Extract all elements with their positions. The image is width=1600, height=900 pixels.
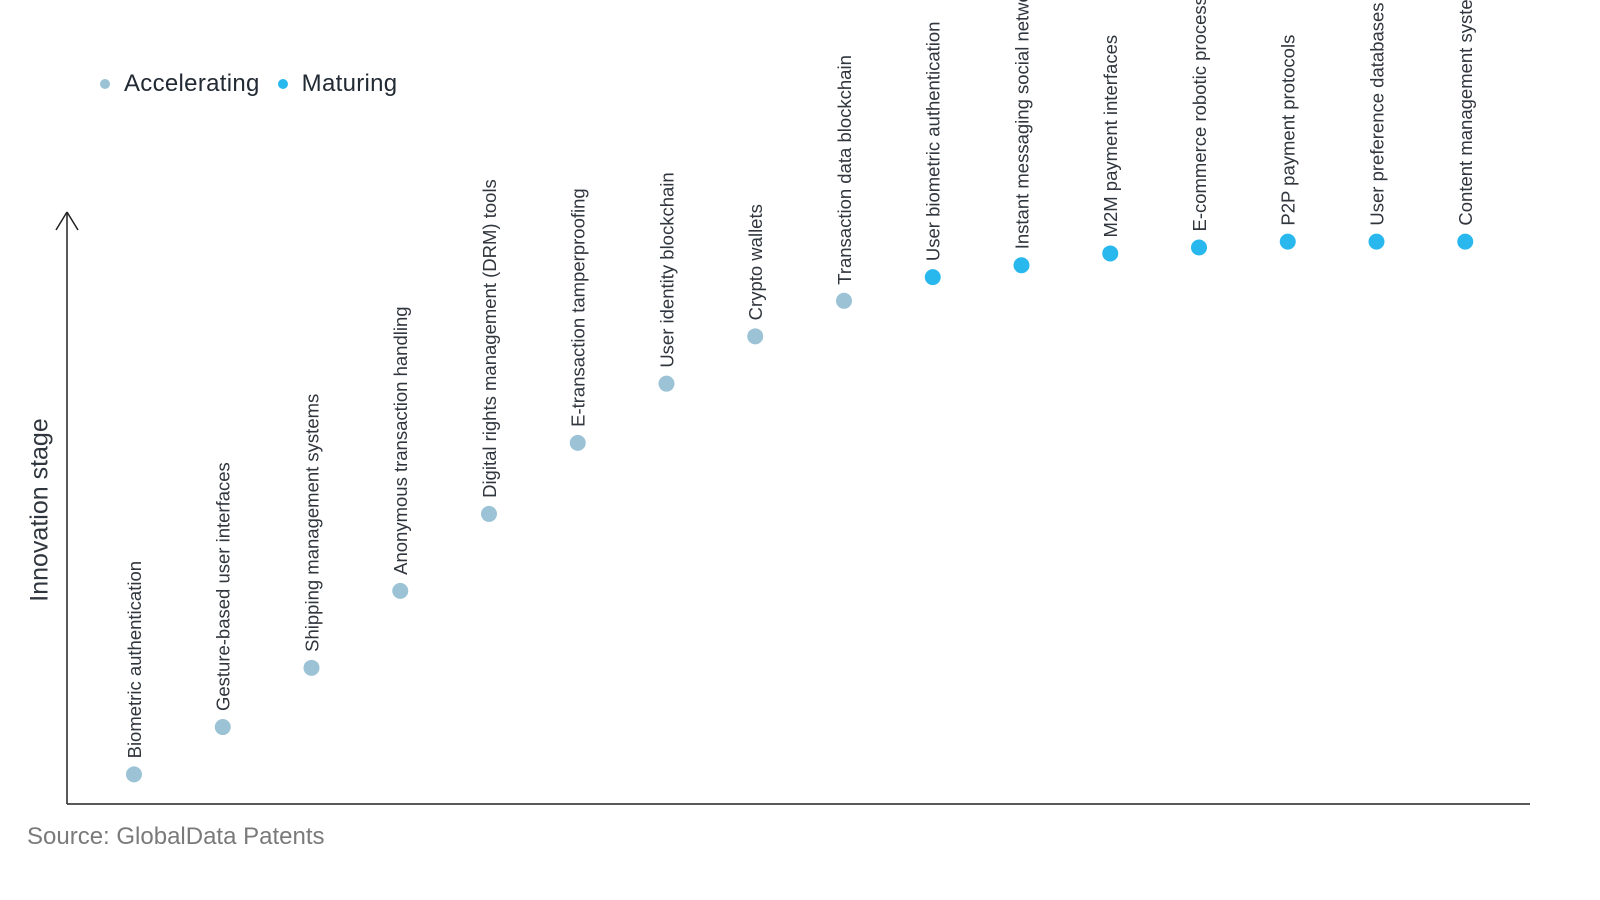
- point-label: User preference databases: [1367, 2, 1388, 225]
- data-point-accelerating: [126, 766, 142, 783]
- data-point-maturing: [1013, 257, 1030, 274]
- point-label: User biometric authentication: [923, 22, 944, 262]
- data-point-accelerating: [303, 659, 320, 676]
- maturing-dot-icon: [277, 79, 288, 89]
- data-point-maturing: [924, 269, 941, 286]
- point-label: Shipping management systems: [302, 394, 323, 652]
- data-point-accelerating: [392, 582, 409, 599]
- data-point-maturing: [1368, 233, 1385, 250]
- legend-label-accelerating: Accelerating: [124, 70, 260, 97]
- data-point-accelerating: [481, 505, 497, 522]
- point-label: Digital rights management (DRM) tools: [479, 179, 500, 498]
- data-point-maturing: [1279, 233, 1296, 250]
- data-point-accelerating: [658, 375, 675, 392]
- data-point-accelerating: [836, 292, 852, 309]
- point-label: Gesture-based user interfaces: [213, 462, 234, 711]
- legend: Accelerating Maturing: [100, 70, 415, 98]
- data-point-accelerating: [214, 719, 231, 736]
- point-labels: Biometric authentication Gesture-based us…: [124, 0, 1476, 758]
- data-points: [126, 233, 1474, 783]
- point-label: Crypto wallets: [745, 204, 766, 320]
- point-label: Anonymous transaction handling: [390, 306, 411, 574]
- point-label: E-commerce robotic process automation: [1189, 0, 1210, 232]
- data-point-maturing: [1457, 233, 1474, 250]
- point-label: User identity blockchain: [657, 172, 678, 367]
- point-label: Biometric authentication: [124, 561, 145, 758]
- legend-item-maturing: Maturing: [277, 70, 398, 98]
- point-label: Transaction data blockchain: [834, 55, 855, 285]
- accelerating-dot-icon: [100, 79, 110, 89]
- source-note: Source: GlobalData Patents: [27, 823, 325, 850]
- point-label: Content management system: [1455, 0, 1476, 226]
- point-label: P2P payment protocols: [1278, 35, 1299, 226]
- legend-item-accelerating: Accelerating: [100, 70, 260, 98]
- data-point-maturing: [1191, 239, 1207, 256]
- axes: [55, 211, 1530, 805]
- y-axis-arrowhead-right: [66, 211, 79, 231]
- data-point-maturing: [1102, 245, 1119, 262]
- data-point-accelerating: [747, 328, 764, 345]
- legend-label-maturing: Maturing: [301, 70, 398, 97]
- point-label: E-transaction tamperproofing: [568, 188, 589, 427]
- point-label: Instant messaging social network: [1012, 0, 1033, 249]
- point-label: M2M payment interfaces: [1100, 35, 1121, 238]
- y-axis-arrowhead-left: [55, 211, 68, 231]
- data-point-accelerating: [569, 434, 586, 451]
